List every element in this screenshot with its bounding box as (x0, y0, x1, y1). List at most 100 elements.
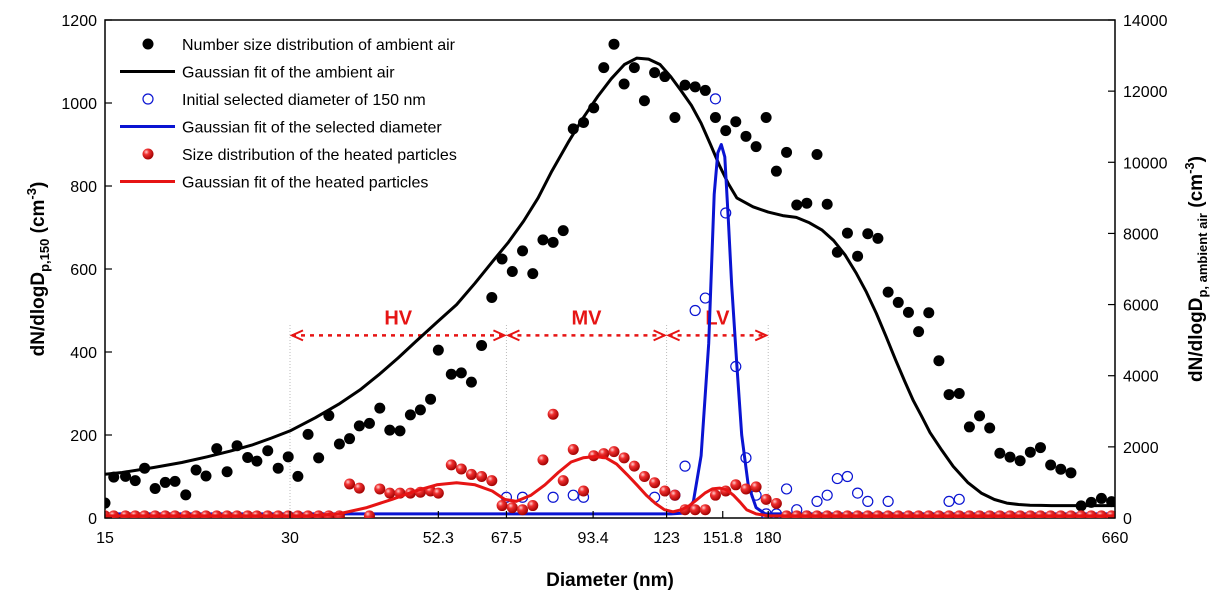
data-point (1034, 442, 1046, 454)
range-label-hv: HV (384, 307, 412, 329)
x-tick-label: 52.3 (423, 530, 454, 547)
data-point (567, 489, 579, 501)
range-arrowhead-right (754, 329, 769, 342)
data-point (432, 487, 444, 499)
legend-swatch-marker (142, 93, 154, 105)
data-point (740, 130, 752, 142)
data-point (557, 225, 569, 237)
data-point (760, 111, 772, 123)
data-point (353, 420, 365, 432)
data-point (455, 463, 467, 475)
data-point (465, 376, 477, 388)
data-point (811, 495, 823, 507)
legend-swatch-marker (142, 38, 154, 50)
y-right-tick-label: 4000 (1123, 369, 1159, 386)
data-point (953, 493, 965, 505)
data-point (333, 438, 345, 450)
data-point (578, 485, 590, 497)
data-point (862, 228, 874, 240)
y-left-tick-label: 0 (88, 511, 97, 528)
data-point (180, 489, 192, 501)
data-point (902, 306, 914, 318)
data-point (750, 481, 762, 493)
data-point (598, 62, 610, 74)
data-point (476, 471, 488, 482)
data-point (425, 393, 437, 405)
data-point (730, 479, 742, 491)
data-point (821, 198, 833, 210)
data-point (211, 443, 223, 455)
data-point (404, 409, 416, 421)
data-point (984, 422, 996, 434)
data-point (353, 482, 365, 494)
y-right-tick-label: 6000 (1123, 298, 1159, 315)
data-point (638, 95, 650, 107)
data-point (649, 477, 661, 489)
series-1 (105, 56, 1115, 508)
data-point (445, 368, 457, 380)
data-point (750, 141, 762, 153)
data-point (169, 475, 181, 487)
data-point (537, 454, 549, 466)
data-point (374, 402, 386, 414)
data-point (791, 199, 803, 211)
data-point (221, 466, 233, 478)
data-point (689, 81, 701, 93)
data-point (476, 339, 488, 351)
data-point (943, 495, 955, 507)
data-point (313, 452, 325, 464)
range-arrowhead-right (493, 329, 507, 342)
data-point (496, 500, 508, 512)
x-tick-label: 151.8 (703, 530, 743, 547)
data-point (892, 296, 904, 308)
data-point (953, 388, 965, 399)
range-label-lv: LV (705, 307, 730, 329)
data-point (394, 425, 406, 437)
data-point (770, 497, 782, 509)
data-point (760, 493, 772, 505)
data-point (190, 464, 202, 476)
data-point (1065, 467, 1077, 479)
data-point (628, 460, 640, 472)
data-point (1045, 459, 1057, 471)
y-axis-left-label: dN/dlogDp,150 (cm-3) (24, 182, 52, 357)
data-point (432, 344, 444, 356)
data-point (780, 483, 793, 495)
data-point (414, 404, 426, 416)
data-point (730, 116, 742, 128)
data-point (292, 470, 304, 482)
data-point (689, 504, 701, 516)
legend-label: Gaussian fit of the heated particles (182, 175, 428, 192)
data-point (384, 424, 396, 436)
x-tick-label: 123 (653, 530, 680, 547)
data-point (363, 510, 375, 518)
data-point (872, 232, 884, 244)
series-5 (105, 455, 1115, 518)
data-point (963, 421, 975, 433)
x-axis-label: Diameter (nm) (546, 570, 674, 591)
range-annotations: HV MV LV (289, 307, 769, 518)
range-arrowhead-left (666, 329, 681, 342)
y-right-tick-label: 0 (1123, 511, 1132, 528)
y-left-tick-label: 800 (70, 179, 97, 196)
data-point (679, 460, 691, 472)
data-point (1055, 463, 1067, 475)
data-point (821, 489, 833, 501)
series-line (105, 455, 1115, 518)
range-arrowhead-right (653, 329, 668, 342)
data-point (486, 475, 498, 487)
data-point (618, 452, 630, 464)
data-point (506, 265, 518, 277)
data-point (852, 487, 864, 499)
data-point (709, 489, 721, 501)
data-point (506, 502, 518, 514)
y-left-tick-label: 1000 (61, 96, 97, 113)
data-point (537, 234, 549, 246)
data-point (862, 495, 874, 507)
y-right-tick-label: 14000 (1123, 13, 1168, 30)
data-point (770, 165, 782, 177)
x-tick-label: 67.5 (491, 530, 522, 547)
data-point (149, 482, 161, 494)
series-layer (105, 38, 1115, 518)
legend-swatch-marker (142, 148, 154, 160)
